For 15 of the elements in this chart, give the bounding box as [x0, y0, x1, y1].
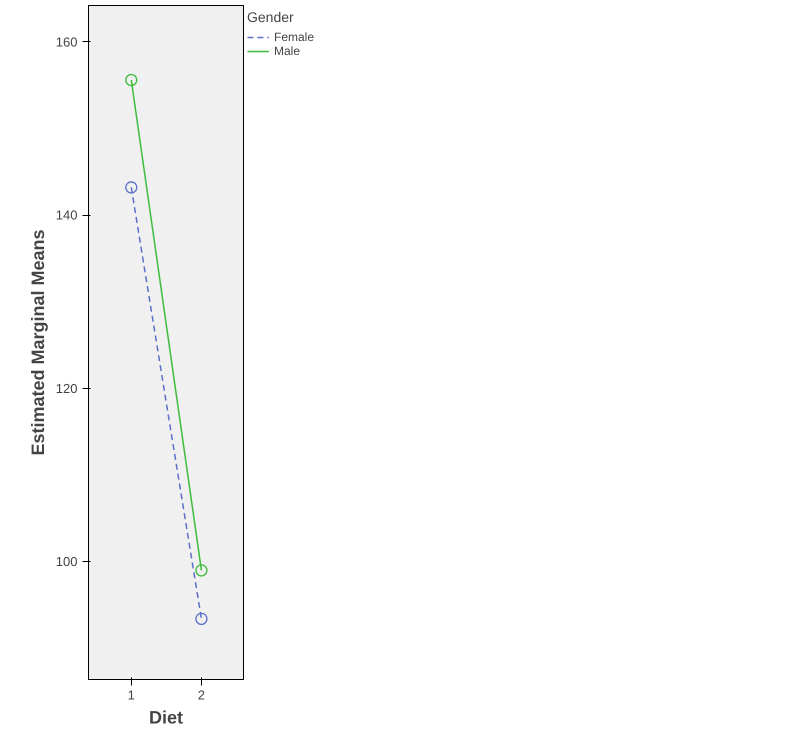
- point: [125, 74, 138, 86]
- y-tick-label: 160: [56, 34, 78, 50]
- point: [125, 181, 138, 194]
- legend-title: Gender: [247, 9, 295, 25]
- y-tick-label: 120: [56, 380, 78, 396]
- y-tick-label: 140: [56, 208, 78, 223]
- x-axis-title: Diet: [149, 708, 184, 728]
- legend-label: Male: [274, 44, 300, 58]
- legend-label: Female: [274, 30, 314, 44]
- point: [195, 612, 208, 625]
- y-tick-label: 100: [56, 554, 78, 570]
- x-tick-label: 2: [198, 688, 206, 702]
- y-axis-title: Estimated Marginal Means: [28, 229, 48, 456]
- point: [195, 564, 208, 576]
- x-tick-label: 1: [128, 688, 135, 702]
